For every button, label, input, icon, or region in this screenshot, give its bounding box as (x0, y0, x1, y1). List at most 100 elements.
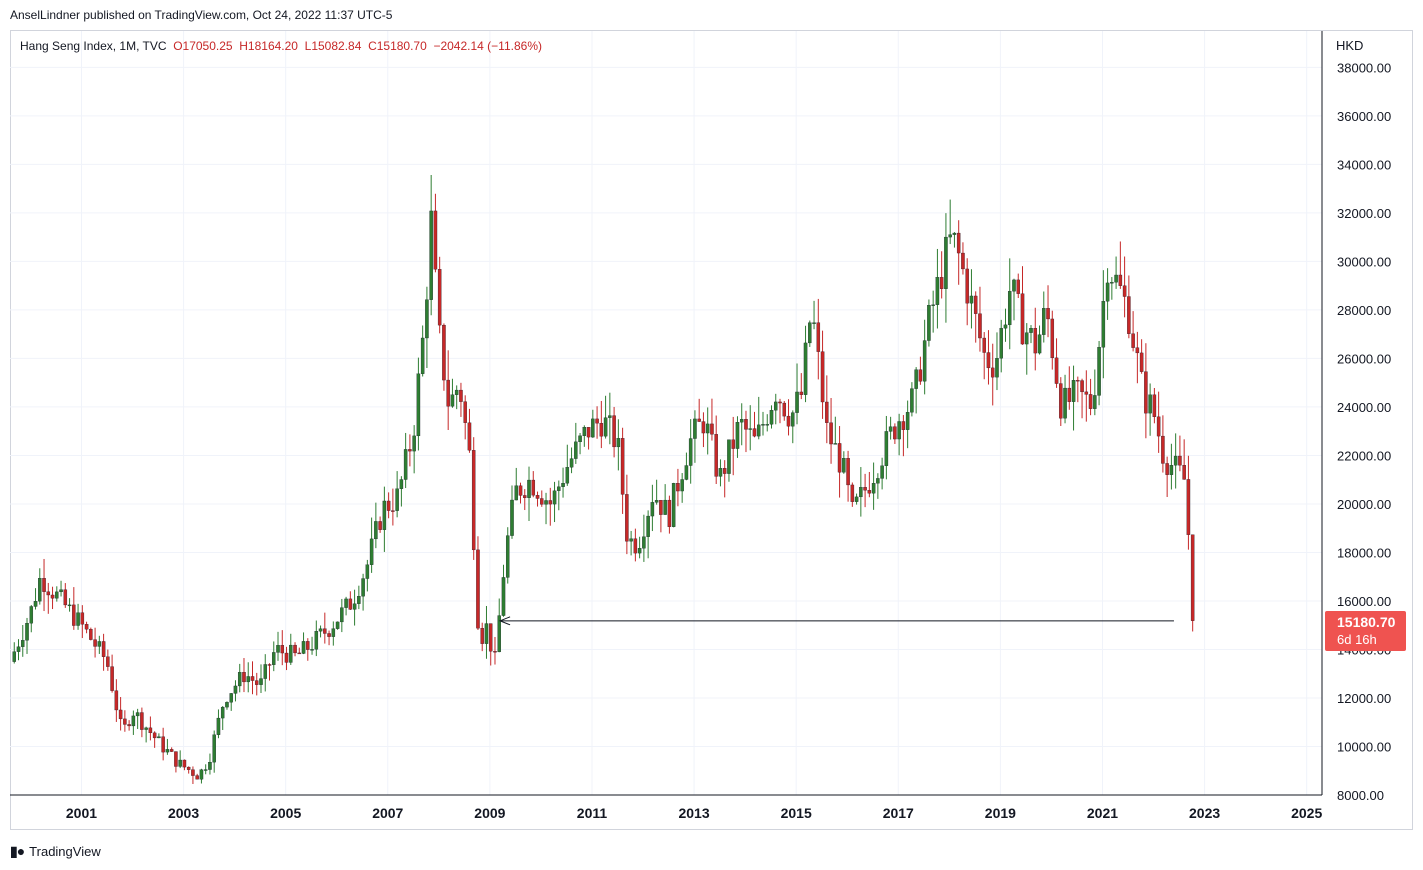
candle-body (306, 641, 310, 650)
candle-body (352, 603, 357, 610)
candle-body (774, 401, 778, 411)
candle-body (684, 465, 689, 480)
candle-body (1110, 282, 1114, 284)
candle-body (1173, 455, 1178, 466)
footer[interactable]: ▮● TradingView (10, 843, 101, 860)
candle-body (514, 485, 519, 501)
candle-body (727, 439, 731, 474)
candle-body (454, 389, 459, 395)
tradingview-logo-icon: ▮● (10, 843, 25, 859)
candle-body (233, 685, 238, 694)
candle-body (1182, 465, 1186, 480)
candle-body (646, 515, 650, 537)
candle-body (935, 277, 940, 305)
candle-body (186, 766, 191, 770)
candles (12, 174, 1195, 785)
candle-body (701, 421, 706, 434)
candle-body (1101, 301, 1106, 348)
candle-body (501, 577, 506, 616)
candle-body (901, 421, 906, 430)
candle-body (135, 712, 140, 717)
candle-body (510, 499, 514, 536)
candle-body (72, 604, 76, 626)
open-value: O17050.25 (173, 39, 233, 53)
candle-body (93, 639, 97, 647)
annotation-arrow[interactable] (498, 616, 1174, 626)
candle-body (523, 495, 527, 498)
candle-body (1178, 455, 1182, 466)
candle-body (540, 498, 544, 505)
published-by-caption: AnselLindner published on TradingView.co… (10, 8, 393, 22)
candle-body (178, 759, 182, 767)
candle-body (718, 468, 723, 477)
candle-body (55, 591, 59, 599)
candle-body (552, 490, 557, 505)
candle-body (284, 652, 289, 663)
candle-body (595, 418, 599, 424)
y-tick-label: 16000.00 (1337, 594, 1391, 609)
candle-body (1144, 371, 1148, 414)
candle-body (46, 591, 51, 596)
candle-body (1169, 465, 1174, 475)
y-tick-label: 28000.00 (1337, 303, 1391, 318)
candle-body (1114, 274, 1118, 283)
candle-body (289, 644, 293, 663)
candle-body (650, 502, 655, 517)
symbol-name[interactable]: Hang Seng Index, 1M, TVC (20, 39, 167, 53)
candle-body (574, 441, 578, 459)
candle-body (420, 337, 425, 374)
y-tick-label: 12000.00 (1337, 691, 1391, 706)
y-tick-label: 24000.00 (1337, 400, 1391, 415)
candle-body (1042, 308, 1046, 335)
candle-body (484, 623, 489, 644)
candle-body (557, 486, 561, 491)
candle-body (242, 672, 246, 683)
candle-body (931, 304, 935, 306)
candle-body (833, 443, 838, 445)
candle-body (1071, 380, 1076, 402)
candle-body (123, 718, 127, 725)
candle-body (16, 646, 21, 652)
candle-body (140, 712, 144, 730)
candle-body (59, 589, 63, 593)
candle-body (808, 322, 812, 344)
candle-body (731, 439, 735, 449)
candle-body (952, 232, 957, 235)
candle-body (365, 564, 370, 579)
candle-body (816, 322, 821, 352)
candle-body (1165, 463, 1169, 475)
candle-body (89, 629, 93, 640)
candle-body (1012, 279, 1016, 292)
candle-body (148, 727, 153, 734)
candle-body (1037, 334, 1042, 354)
x-axis: 2001 2003 2005 2007 2009 2011 2013 2015 2017 2019… (10, 794, 1322, 821)
candle-body (101, 641, 106, 657)
close-value: C15180.70 (368, 39, 427, 53)
candle-body (535, 495, 540, 499)
high-value: H18164.20 (239, 39, 298, 53)
candle-body (395, 488, 399, 511)
candle-body (391, 510, 395, 512)
candle-body (80, 612, 85, 625)
candle-body (748, 428, 752, 430)
candle-body (1080, 380, 1084, 393)
candle-body (63, 589, 68, 606)
candle-body (854, 496, 859, 502)
x-tick-label: 2011 (577, 805, 608, 821)
x-tick-label: 2013 (678, 805, 709, 821)
candle-body (169, 749, 174, 752)
candle-body (582, 427, 587, 436)
candle-body (663, 499, 667, 515)
candle-body (335, 621, 340, 629)
candle-body (212, 734, 216, 763)
candle-body (591, 418, 595, 438)
candle-body (918, 369, 923, 382)
candle-body (842, 458, 846, 473)
arrow-head (498, 616, 511, 626)
candle-body (761, 424, 765, 426)
x-tick-label: 2005 (270, 805, 301, 821)
tradingview-brand: TradingView (29, 844, 101, 859)
candle-body (888, 426, 893, 432)
candle-body (1076, 380, 1080, 382)
